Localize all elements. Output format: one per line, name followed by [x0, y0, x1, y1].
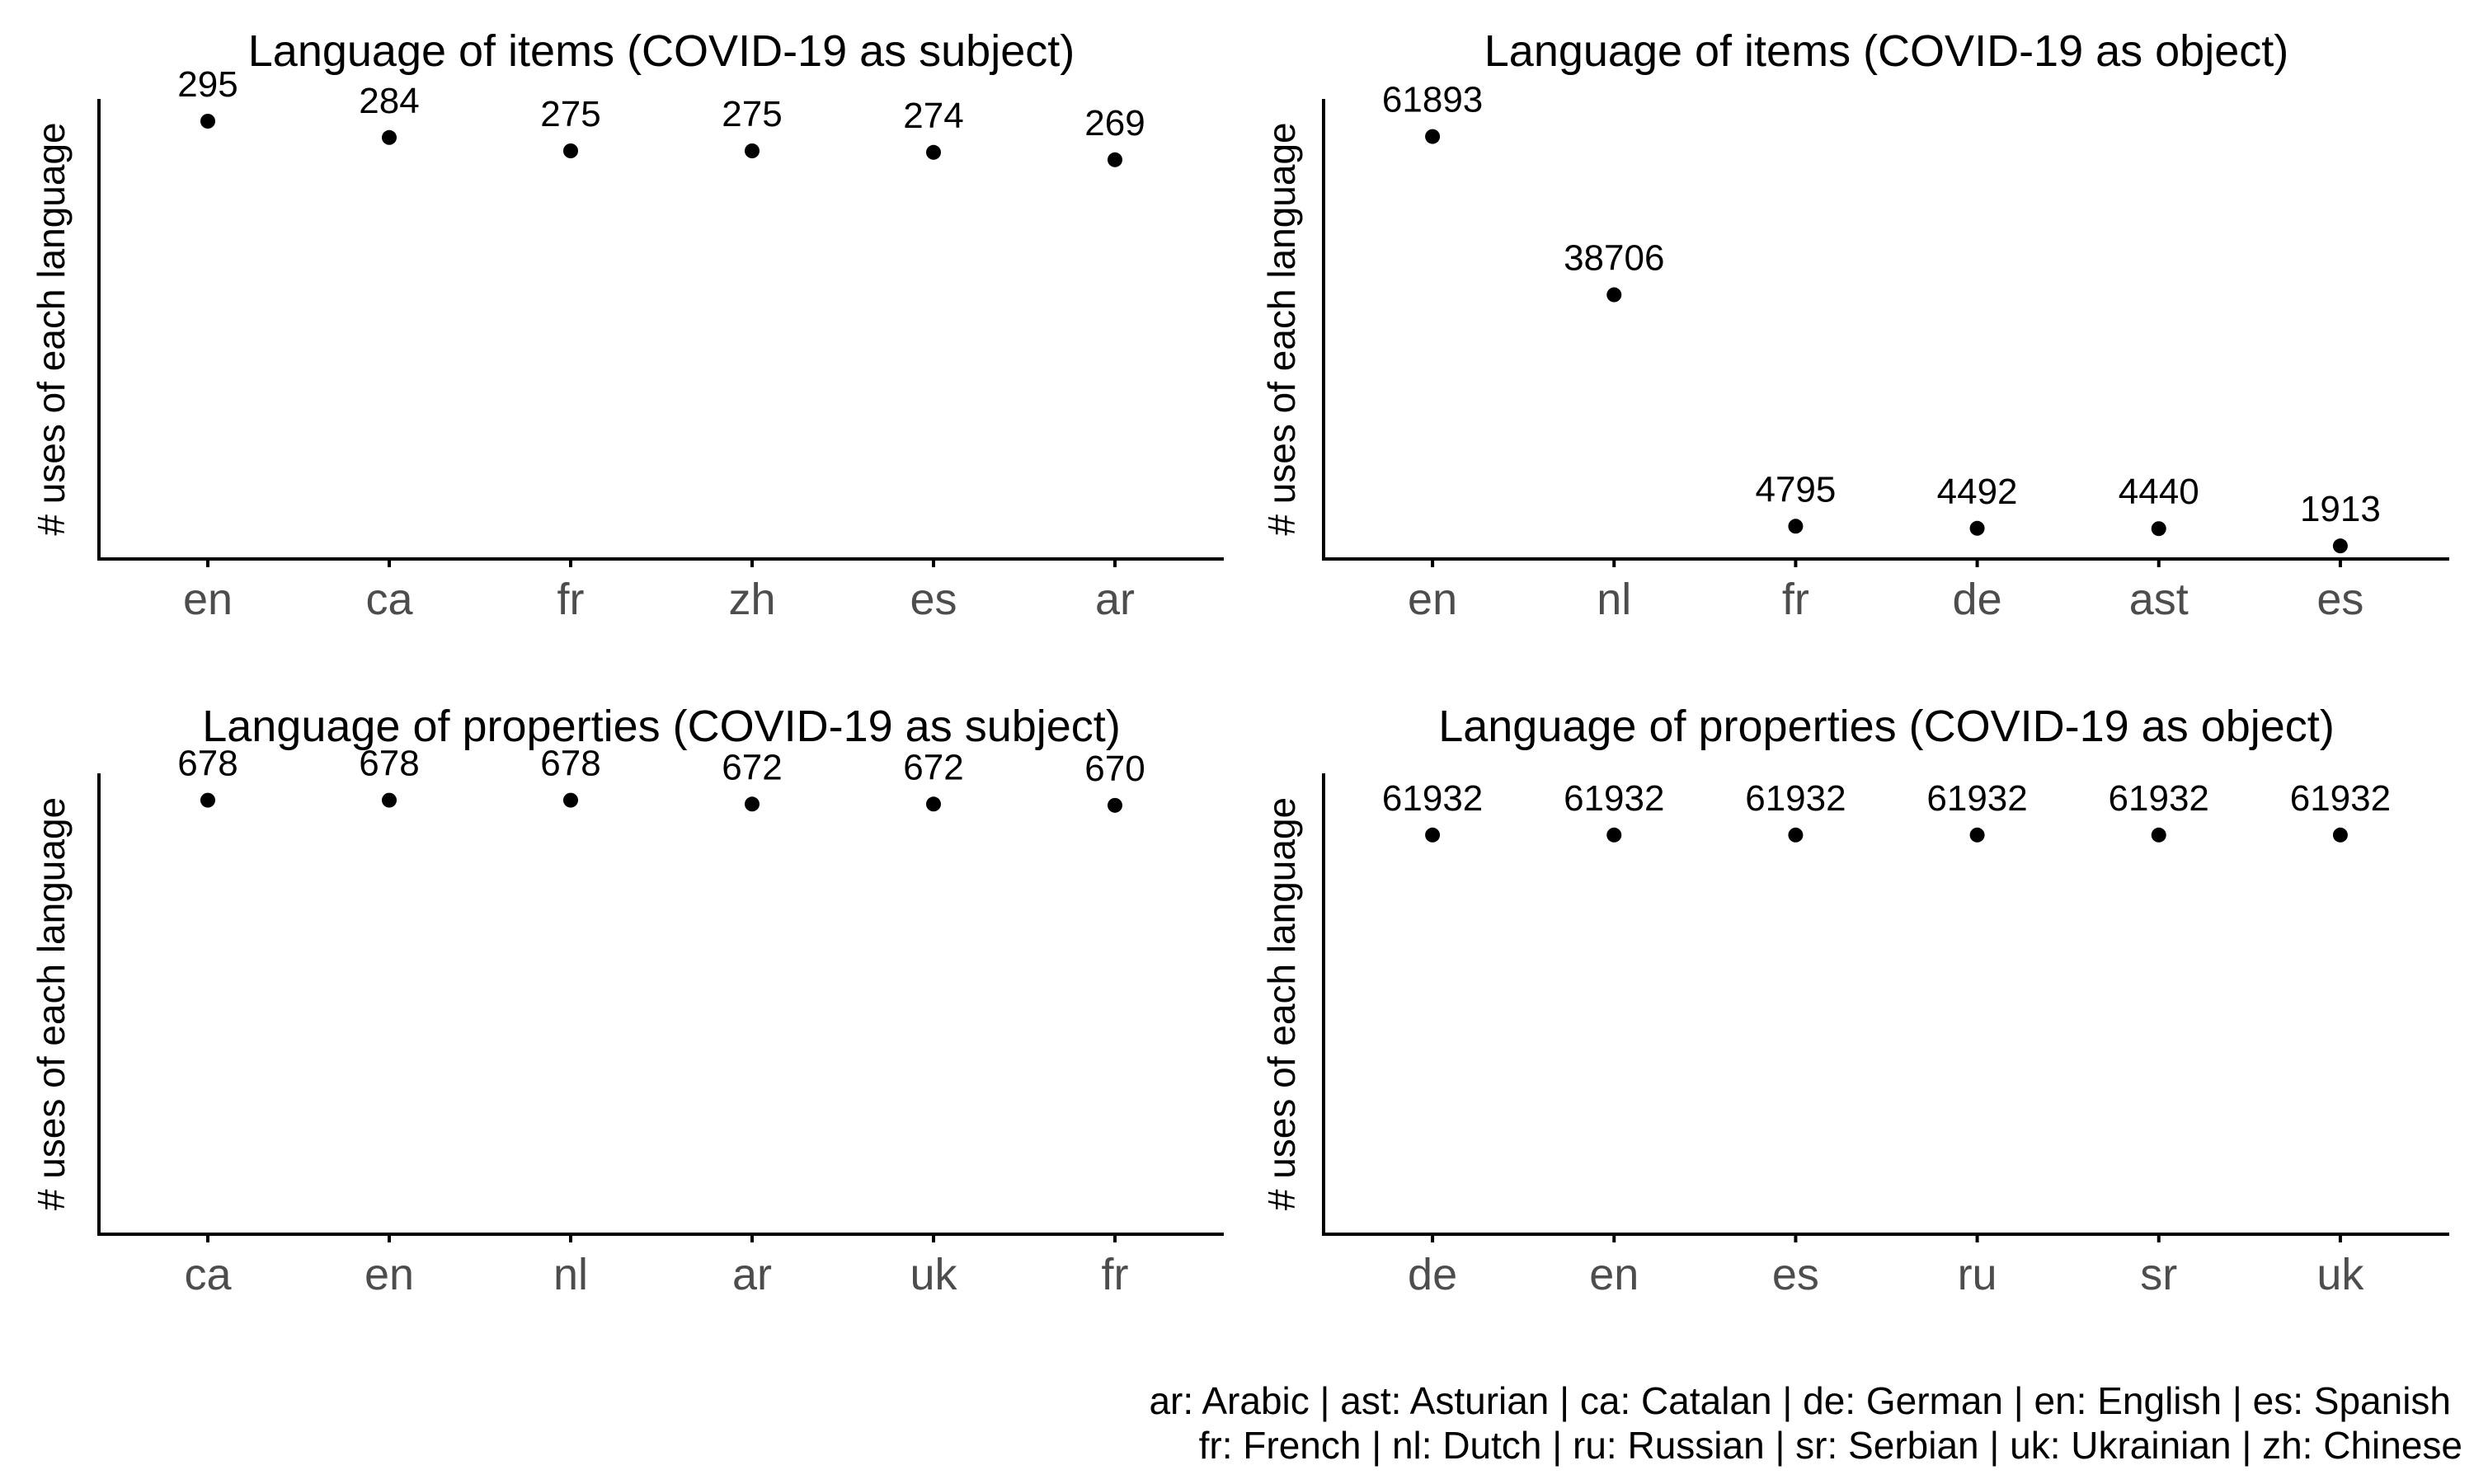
- data-point: [563, 143, 578, 158]
- x-tick-label: ar: [1095, 575, 1135, 624]
- data-label: 38706: [1564, 238, 1664, 279]
- data-label: 61932: [2290, 778, 2391, 819]
- x-tick-label: en: [1408, 575, 1457, 624]
- x-tick-label: nl: [553, 1250, 588, 1299]
- data-label: 4492: [1937, 472, 2018, 512]
- panel-title: Language of items (COVID-19 as object): [1484, 26, 2288, 76]
- panels: Language of items (COVID-19 as subject) #…: [30, 26, 2449, 1299]
- data-point: [382, 792, 397, 808]
- caption-line-2: fr: French | nl: Dutch | ru: Russian | s…: [1198, 1424, 2462, 1467]
- y-axis-label: # uses of each language: [30, 797, 73, 1210]
- x-tick-label: en: [183, 575, 233, 624]
- x-tick-label: de: [1953, 575, 2002, 624]
- y-axis-label: # uses of each language: [30, 122, 73, 535]
- x-tick-label: en: [365, 1250, 414, 1299]
- data-label: 670: [1084, 749, 1145, 789]
- data-label: 269: [1084, 103, 1145, 143]
- data-label: 678: [540, 744, 600, 784]
- caption-line-1: ar: Arabic | ast: Asturian | ca: Catalan…: [1149, 1379, 2451, 1422]
- data-label: 61932: [1382, 778, 1483, 819]
- data-point: [2151, 521, 2166, 537]
- x-tick-label: de: [1408, 1250, 1457, 1299]
- x-tick-label: ast: [2129, 575, 2189, 624]
- x-tick-label: en: [1589, 1250, 1639, 1299]
- data-label: 295: [177, 64, 238, 105]
- data-label: 61932: [1926, 778, 2027, 819]
- data-point: [382, 129, 397, 145]
- x-tick-label: uk: [910, 1250, 957, 1299]
- x-tick-label: sr: [2140, 1250, 2177, 1299]
- data-point: [1969, 827, 1985, 843]
- data-label: 678: [359, 744, 419, 784]
- data-point: [1425, 129, 1441, 144]
- x-tick-label: nl: [1597, 575, 1631, 624]
- data-label: 678: [177, 744, 238, 784]
- data-point: [563, 792, 578, 808]
- data-label: 61932: [2109, 778, 2209, 819]
- data-label: 61932: [1745, 778, 1846, 819]
- data-point: [200, 114, 215, 129]
- x-tick-label: fr: [557, 575, 585, 624]
- data-label: 672: [722, 747, 782, 787]
- data-point: [1108, 797, 1122, 813]
- x-tick-label: es: [910, 575, 957, 624]
- data-point: [926, 796, 941, 812]
- x-tick-label: es: [1772, 1250, 1819, 1299]
- chart-panel-1: Language of items (COVID-19 as subject) #…: [30, 26, 1224, 624]
- panel-title: Language of properties (COVID-19 as obje…: [1438, 702, 2335, 751]
- data-point: [1425, 827, 1441, 843]
- data-label: 275: [722, 94, 782, 134]
- data-point: [2332, 538, 2348, 554]
- x-tick-label: zh: [728, 575, 775, 624]
- x-tick-label: fr: [1102, 1250, 1129, 1299]
- data-label: 274: [903, 96, 963, 136]
- x-tick-label: fr: [1782, 575, 1809, 624]
- data-label: 61893: [1382, 80, 1483, 120]
- data-point: [745, 143, 760, 158]
- data-point: [1606, 827, 1622, 843]
- x-tick-label: ca: [365, 575, 413, 624]
- x-tick-label: ar: [732, 1250, 772, 1299]
- x-tick-label: ca: [184, 1250, 232, 1299]
- chart-panel-2: Language of items (COVID-19 as object) # …: [1260, 26, 2449, 624]
- x-tick-label: es: [2316, 575, 2363, 624]
- data-label: 672: [903, 747, 963, 787]
- data-label: 61932: [1564, 778, 1664, 819]
- panel-title: Language of items (COVID-19 as subject): [248, 26, 1075, 76]
- y-axis-label: # uses of each language: [1260, 122, 1303, 535]
- x-tick-label: ru: [1958, 1250, 1997, 1299]
- data-point: [1108, 152, 1122, 167]
- y-axis-label: # uses of each language: [1260, 797, 1303, 1210]
- data-point: [1788, 519, 1804, 534]
- data-point: [1788, 827, 1804, 843]
- chart-panel-3: Language of properties (COVID-19 as subj…: [30, 702, 1224, 1299]
- data-label: 4440: [2119, 472, 2199, 512]
- data-point: [1606, 287, 1622, 303]
- x-tick-label: uk: [2316, 1250, 2364, 1299]
- data-point: [1969, 520, 1985, 536]
- data-label: 275: [540, 94, 600, 134]
- panel-title: Language of properties (COVID-19 as subj…: [202, 702, 1121, 751]
- data-point: [745, 796, 760, 812]
- chart-panel-4: Language of properties (COVID-19 as obje…: [1260, 702, 2449, 1299]
- data-point: [200, 792, 215, 808]
- data-label: 284: [359, 81, 419, 121]
- data-point: [2151, 827, 2166, 843]
- data-label: 4795: [1755, 469, 1836, 510]
- data-label: 1913: [2300, 489, 2381, 529]
- data-point: [2332, 827, 2348, 843]
- data-point: [926, 144, 941, 160]
